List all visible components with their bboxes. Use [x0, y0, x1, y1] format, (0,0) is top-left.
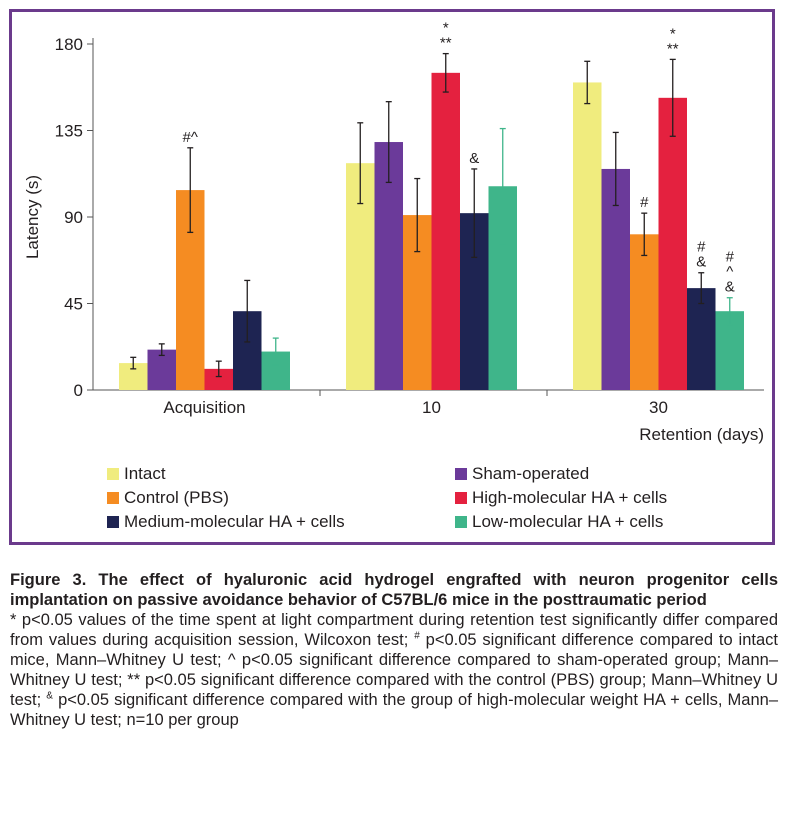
significance-mark: # — [726, 249, 735, 266]
legend-label: High-molecular HA + cells — [472, 488, 668, 507]
significance-mark: #^ — [183, 129, 198, 146]
bar — [687, 288, 716, 390]
caption-note-2-mark: # — [414, 630, 420, 642]
caption-note-1: * p<0.05 values of the time spent at lig… — [10, 611, 778, 649]
significance-mark: ** — [667, 40, 679, 57]
y-tick-label: 90 — [64, 208, 83, 227]
chart-frame: 0 45 90 135 180 Latency (s) #^ # * ** * ** & # & # ^ & Acq… — [9, 9, 775, 545]
legend-item: Intact — [107, 464, 166, 484]
significance-mark: ^ — [726, 264, 733, 281]
legend-label: Low-molecular HA + cells — [472, 512, 664, 531]
y-tick-label: 135 — [55, 122, 83, 141]
significance-mark: & — [696, 254, 706, 271]
caption-notes: * p<0.05 values of the time spent at lig… — [10, 610, 778, 730]
legend-item: Sham-operated — [455, 464, 589, 484]
y-tick-label: 45 — [64, 295, 83, 314]
significance-mark: * — [443, 20, 449, 37]
significance-mark: ** — [440, 35, 452, 52]
legend-label: Control (PBS) — [124, 488, 229, 507]
legend-item: Medium-molecular HA + cells — [107, 512, 345, 532]
legend-swatch — [455, 492, 467, 504]
significance-mark: & — [469, 150, 479, 167]
significance-mark: # — [697, 239, 706, 256]
y-axis-label: Latency (s) — [23, 175, 42, 259]
legend-label: Intact — [124, 464, 166, 483]
y-tick-label: 180 — [55, 35, 83, 54]
significance-mark: # — [640, 194, 649, 211]
bar — [630, 234, 659, 390]
bar — [658, 97, 687, 391]
legend-swatch — [107, 492, 119, 504]
x-tick-label: Acquisition — [163, 398, 245, 417]
bar — [431, 72, 460, 391]
legend-swatch — [107, 516, 119, 528]
legend-label: Sham-operated — [472, 464, 590, 483]
bar — [147, 349, 176, 390]
legend-item: Control (PBS) — [107, 488, 229, 508]
y-tick-label: 0 — [74, 381, 83, 400]
x-tick-label: 10 — [422, 398, 441, 417]
legend-swatch — [107, 468, 119, 480]
x-axis-label: Retention (days) — [639, 425, 764, 444]
caption-title: Figure 3. The effect of hyaluronic acid … — [10, 571, 778, 609]
significance-mark: & — [725, 279, 735, 296]
bar — [573, 82, 602, 390]
figure-caption: Figure 3. The effect of hyaluronic acid … — [10, 570, 778, 730]
caption-note-3: p<0.05 significant difference compared w… — [10, 691, 778, 729]
legend-swatch — [455, 516, 467, 528]
caption-note-2: p<0.05 significant difference compared t… — [10, 631, 778, 709]
legend-item: High-molecular HA + cells — [455, 488, 667, 508]
bar — [374, 142, 403, 390]
legend-label: Medium-molecular HA + cells — [124, 512, 345, 531]
legend-item: Low-molecular HA + cells — [455, 512, 663, 532]
legend-swatch — [455, 468, 467, 480]
bar — [204, 368, 233, 390]
x-tick-label: 30 — [649, 398, 668, 417]
significance-mark: * — [670, 25, 676, 42]
caption-note-3-mark: & — [46, 690, 53, 702]
